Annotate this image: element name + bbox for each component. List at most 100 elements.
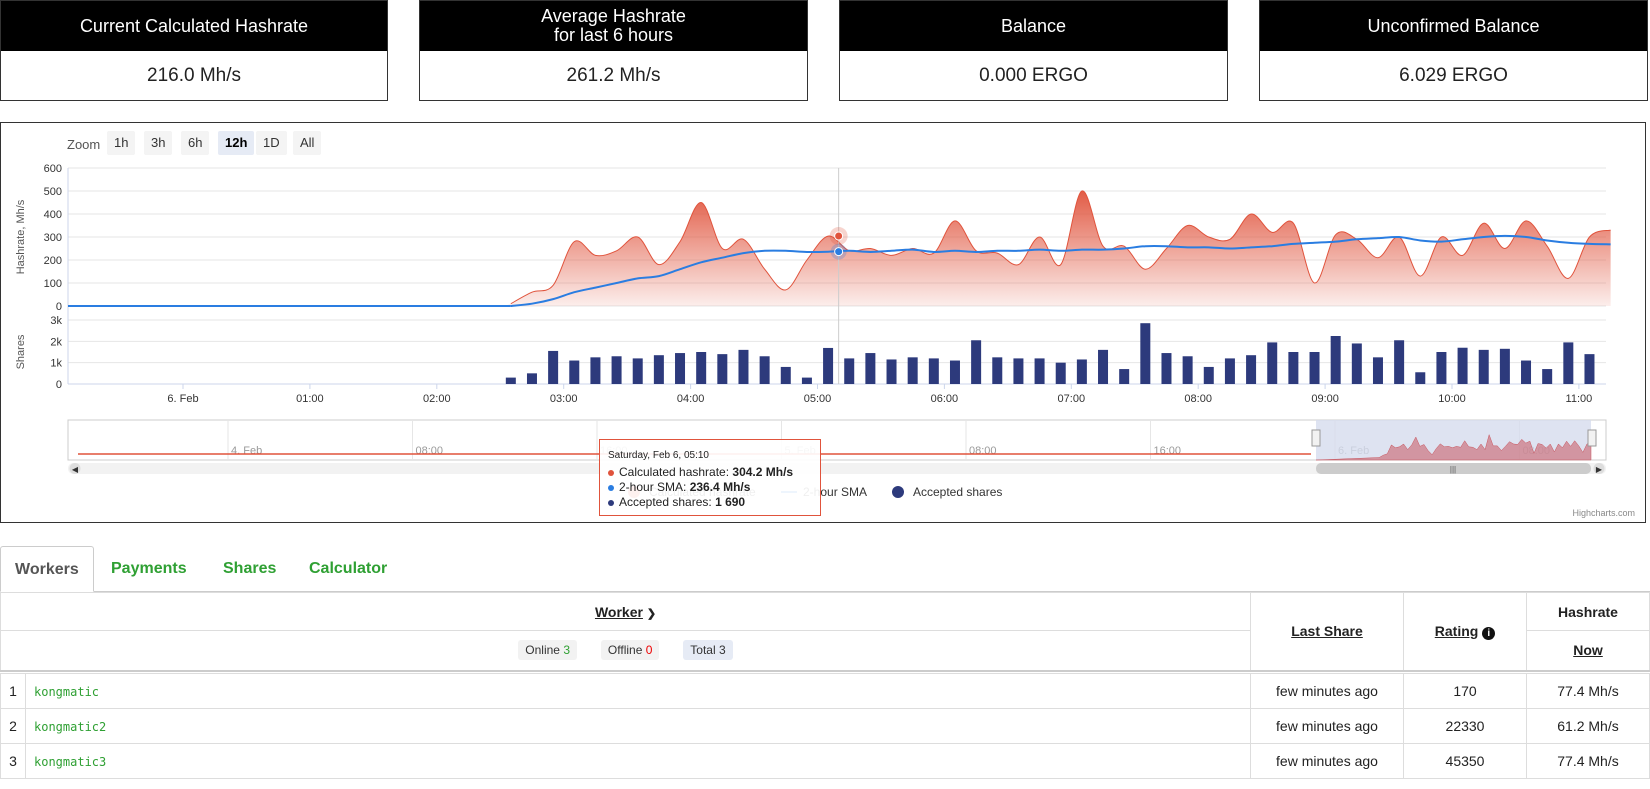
x-tick-label: 05:00 [804, 393, 832, 405]
last-share-header[interactable]: Last Share [1250, 592, 1404, 671]
shares-bar [1203, 366, 1214, 384]
navigator-handle-right [1587, 429, 1597, 447]
y-axis-title: Hashrate, Mh/s [15, 199, 27, 274]
y-tick-label: 400 [44, 209, 62, 221]
scroll-right-button [1593, 463, 1605, 474]
tab-workers[interactable]: Workers [0, 546, 94, 592]
stat-title: Balance [840, 1, 1227, 51]
shares-bar [1182, 356, 1193, 384]
worker-link[interactable]: kongmatic3 [34, 755, 107, 769]
shares-bar [526, 373, 537, 384]
last-share-cell: few minutes ago [1250, 743, 1404, 779]
rating-header[interactable]: Rating i [1403, 592, 1527, 671]
rating-sort-link[interactable]: Rating [1434, 622, 1479, 639]
zoom-button-12h[interactable]: 12h [218, 131, 255, 155]
shares-bar [1478, 349, 1489, 384]
stat-title: Current Calculated Hashrate [1, 1, 387, 51]
now-header[interactable]: Now [1526, 630, 1650, 671]
workers-table: Worker ❯ Last Share Rating i Hashrate On… [0, 592, 1650, 779]
tab-calculator[interactable]: Calculator [309, 560, 388, 577]
zoom-button-1h[interactable]: 1h [107, 131, 136, 155]
filter-label: Total [690, 643, 716, 658]
shares-bar [653, 355, 664, 384]
shares-dot-icon [608, 499, 614, 506]
scrollbar-grip-icon: ||| [1450, 465, 1456, 474]
x-tick-label: 09:00 [1311, 393, 1339, 405]
y-tick-label: 200 [44, 255, 62, 267]
shares-bar [1119, 369, 1130, 384]
zoom-label: Zoom [67, 137, 101, 152]
shares-bar [1267, 342, 1278, 384]
tab-shares[interactable]: Shares [223, 560, 277, 577]
x-tick-label: 02:00 [423, 393, 451, 405]
shares-bar [696, 352, 707, 384]
filter-online[interactable]: Online 3 [518, 640, 578, 661]
shares-bar [1330, 336, 1341, 384]
shares-bar [1499, 348, 1510, 384]
last-share-sort-link[interactable]: Last Share [1291, 623, 1363, 640]
shares-bar [1224, 358, 1235, 384]
chart-credit[interactable]: Highcharts.com [1572, 508, 1635, 518]
zoom-button-6h[interactable]: 6h [181, 131, 210, 155]
filter-offline[interactable]: Offline 0 [600, 640, 660, 661]
stat-title: Average Hashrate for last 6 hours [420, 1, 807, 51]
table-row: 2 kongmatic2 few minutes ago 22330 61.2 … [0, 708, 1650, 744]
shares-bar [1076, 359, 1087, 384]
table-row: 1 kongmatic few minutes ago 170 77.4 Mh/… [0, 673, 1650, 709]
shares-bar [907, 357, 918, 384]
sma-marker [834, 247, 844, 257]
scroll-right-arrow-icon: ▶ [1596, 465, 1603, 474]
tooltip-label: Accepted shares: [619, 495, 716, 509]
y-tick-label: 1k [50, 358, 62, 370]
shares-bar [1309, 352, 1320, 384]
worker-link[interactable]: kongmatic2 [34, 720, 107, 734]
zoom-button-all[interactable]: All [293, 131, 322, 155]
worker-filters: Online 3 Offline 0 Total 3 [0, 630, 1251, 671]
info-icon[interactable]: i [1482, 626, 1496, 640]
x-tick-label: 08:00 [1184, 393, 1212, 405]
shares-bar [1013, 358, 1024, 384]
hashrate-chart[interactable]: Zoom 1h 3h 6h 12h 1D All 0 100 200 300 400 50… [0, 122, 1646, 523]
navigator-area [1315, 433, 1592, 461]
worker-sort-link[interactable]: Worker [594, 603, 643, 620]
shares-bar [569, 360, 580, 384]
stat-card-average-hashrate: Average Hashrate for last 6 hours 261.2 … [419, 0, 808, 101]
shares-bar [992, 357, 1003, 384]
navigator-tick-label: 4. Feb [231, 445, 262, 457]
scroll-left-arrow-icon: ◀ [72, 465, 79, 474]
worker-link[interactable]: kongmatic [34, 685, 100, 699]
shares-bar [780, 366, 791, 384]
x-tick-label: 6. Feb [167, 393, 198, 405]
stat-value: 0.000 ERGO [979, 64, 1088, 86]
navigator-handle-left [1311, 429, 1321, 447]
filter-label: Offline [607, 643, 643, 658]
shares-bar [1055, 362, 1066, 384]
filter-label: Online [525, 643, 560, 658]
tooltip-row-hashrate: Calculated hashrate: 304.2 Mh/s [608, 465, 812, 480]
now-sort-link[interactable]: Now [1573, 642, 1603, 659]
scroll-left-button [69, 463, 81, 474]
zoom-button-1d[interactable]: 1D [256, 131, 287, 155]
shares-bar [823, 347, 834, 384]
scrollbar-track [68, 463, 1606, 474]
shares-bar [1563, 342, 1574, 384]
hashrate-now-cell: 61.2 Mh/s [1526, 708, 1650, 744]
shares-bar [1584, 354, 1595, 384]
tab-payments[interactable]: Payments [111, 560, 187, 577]
shares-bar [717, 354, 728, 384]
row-index: 1 [0, 673, 26, 709]
worker-header[interactable]: Worker ❯ [0, 592, 1251, 631]
shares-bar [590, 357, 601, 384]
x-tick-label: 01:00 [296, 393, 324, 405]
row-index: 2 [0, 708, 26, 744]
chevron-down-icon[interactable]: ❯ [646, 607, 657, 620]
filter-count: 3 [719, 643, 726, 658]
chart-canvas[interactable]: 0 100 200 300 400 500 600 0 1k 2k 3k Hashrate, Mh/s… [1, 123, 1645, 522]
shares-bar [1415, 372, 1426, 384]
filter-total[interactable]: Total 3 [683, 640, 733, 661]
zoom-button-3h[interactable]: 3h [144, 131, 173, 155]
shares-bar [1034, 358, 1045, 384]
shares-bar [505, 377, 516, 384]
hashrate-area [500, 190, 1611, 306]
worker-name-cell: kongmatic [25, 673, 1251, 709]
